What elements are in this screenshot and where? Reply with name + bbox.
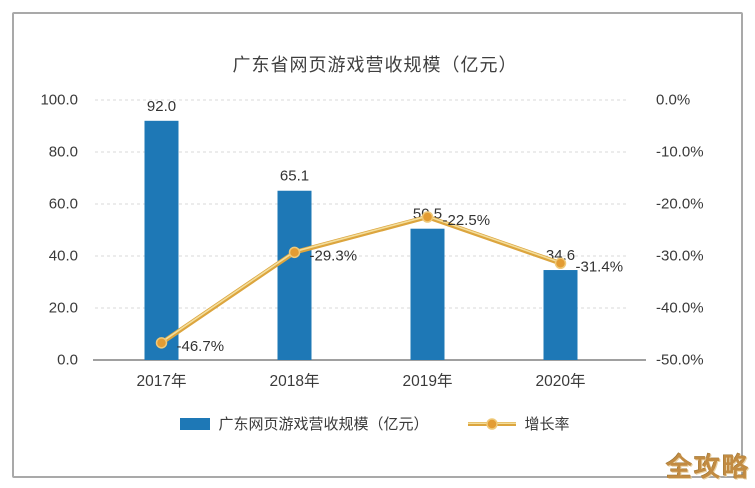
y-axis-label-left: 100.0: [40, 92, 78, 109]
legend-label-growth: 增长率: [524, 416, 570, 433]
chart-title: 广东省网页游戏营收规模（亿元）: [232, 55, 518, 75]
growth-line-highlight: [160, 215, 562, 343]
line-series-swatch-icon: [467, 417, 517, 431]
growth-marker: [155, 337, 168, 349]
growth-marker: [421, 211, 434, 223]
growth-marker: [554, 257, 567, 270]
x-axis-label: 2017年: [137, 372, 187, 390]
y-axis-label-left: 0.0: [57, 352, 78, 369]
growth-line: [159, 214, 563, 346]
y-axis-label-right: -40.0%: [656, 300, 704, 317]
y-axis-label-right: 0.0%: [656, 92, 690, 109]
bar: [410, 228, 445, 360]
bar-value-label: 92.0: [147, 98, 176, 115]
chart-border-frame: [12, 12, 743, 478]
y-axis-label-right: -30.0%: [656, 248, 704, 265]
legend-item-revenue: 广东网页游戏营收规模（亿元）: [180, 413, 429, 434]
bar-value-label: 65.1: [280, 168, 309, 185]
y-axis-label-left: 80.0: [49, 144, 78, 161]
y-axis-label-left: 20.0: [49, 300, 78, 317]
chart-legend: 广东网页游戏营收规模（亿元） 增长率: [95, 413, 655, 434]
growth-value-label: -46.7%: [177, 338, 225, 355]
y-axis-label-left: 60.0: [49, 196, 78, 213]
bar: [144, 120, 179, 360]
x-axis-label: 2019年: [403, 372, 453, 390]
bar: [543, 270, 578, 360]
x-axis-label: 2018年: [270, 372, 320, 390]
y-axis-label-right: -50.0%: [656, 352, 704, 369]
growth-value-label: -22.5%: [443, 212, 491, 229]
growth-marker: [288, 246, 301, 259]
y-axis-label-left: 40.0: [49, 248, 78, 265]
y-axis-label-right: -10.0%: [656, 144, 704, 161]
bar: [277, 190, 312, 360]
x-axis-label: 2020年: [536, 372, 586, 390]
bar-series-swatch-icon: [180, 417, 211, 430]
growth-value-label: -29.3%: [310, 247, 358, 264]
legend-item-growth: 增长率: [467, 413, 570, 434]
legend-label-revenue: 广东网页游戏营收规模（亿元）: [218, 416, 429, 433]
y-axis-label-right: -20.0%: [656, 196, 704, 213]
growth-value-label: -31.4%: [576, 258, 624, 275]
watermark: 全攻略: [665, 452, 750, 482]
